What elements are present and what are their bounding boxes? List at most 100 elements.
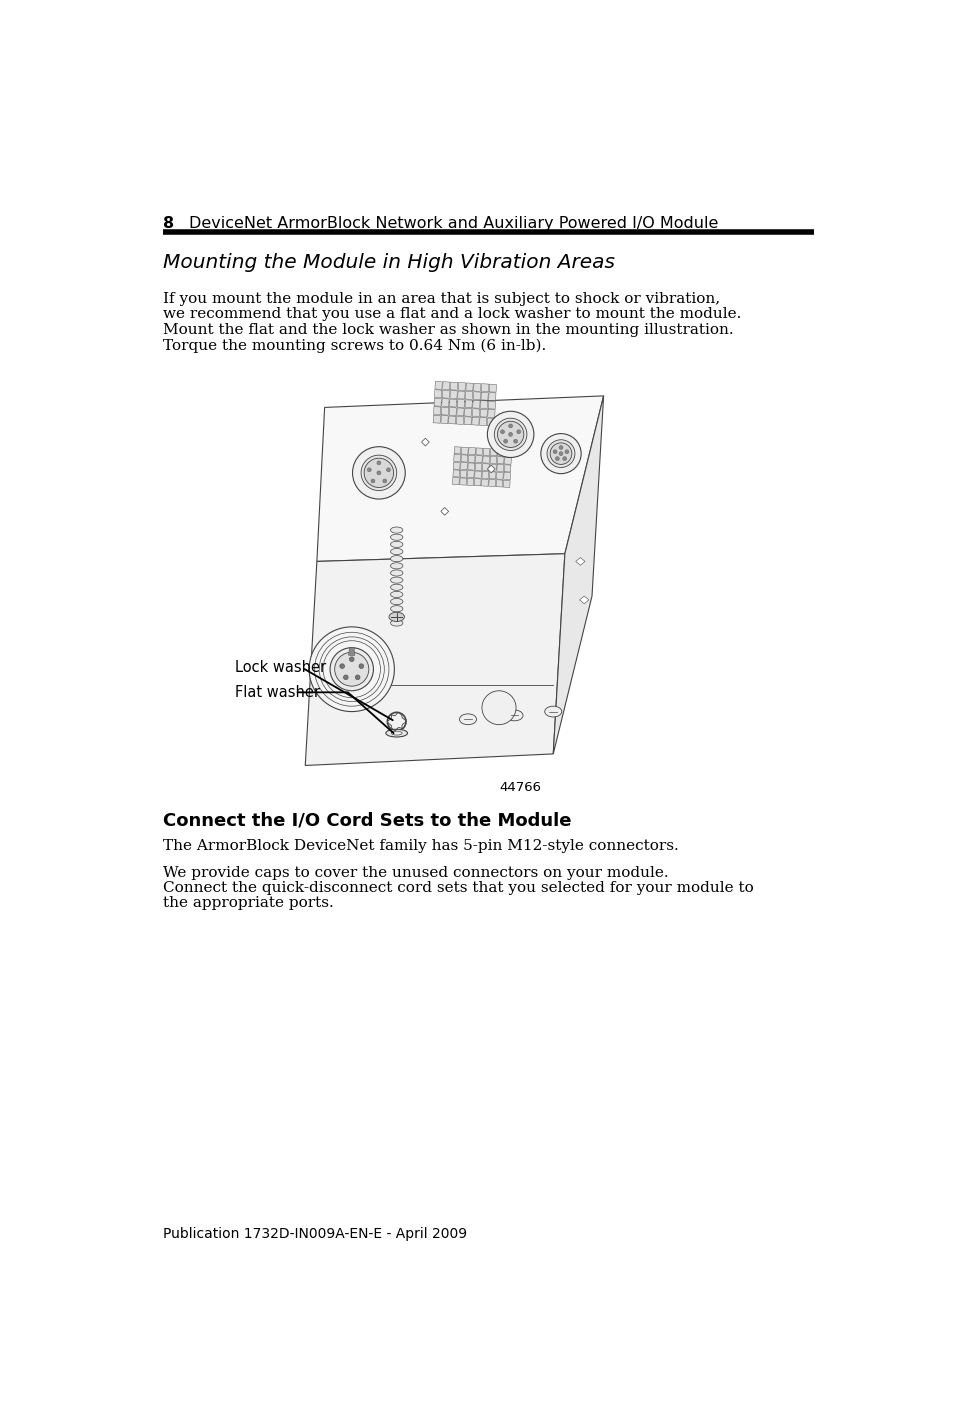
Ellipse shape: [390, 569, 402, 576]
Polygon shape: [456, 408, 464, 416]
Ellipse shape: [385, 730, 407, 737]
Polygon shape: [465, 382, 473, 391]
Polygon shape: [440, 508, 448, 515]
Circle shape: [508, 425, 512, 427]
Polygon shape: [503, 465, 511, 472]
Circle shape: [481, 690, 516, 724]
Ellipse shape: [390, 562, 402, 569]
Circle shape: [367, 468, 371, 471]
Polygon shape: [464, 408, 472, 416]
Circle shape: [335, 652, 369, 686]
Circle shape: [355, 675, 359, 679]
Polygon shape: [482, 464, 489, 471]
Polygon shape: [487, 409, 495, 418]
Polygon shape: [456, 399, 464, 408]
Polygon shape: [453, 463, 459, 470]
Polygon shape: [487, 465, 495, 472]
Polygon shape: [504, 457, 511, 464]
Ellipse shape: [390, 548, 402, 554]
Polygon shape: [479, 418, 486, 426]
Circle shape: [353, 447, 405, 499]
Circle shape: [349, 657, 354, 661]
Circle shape: [546, 440, 575, 467]
Polygon shape: [472, 418, 478, 425]
Polygon shape: [464, 399, 472, 408]
Polygon shape: [305, 554, 564, 765]
Ellipse shape: [391, 731, 402, 735]
Polygon shape: [503, 479, 510, 488]
Ellipse shape: [390, 534, 402, 540]
Polygon shape: [461, 447, 468, 454]
Polygon shape: [459, 478, 466, 485]
Polygon shape: [457, 382, 465, 391]
Text: the appropriate ports.: the appropriate ports.: [163, 897, 334, 910]
Circle shape: [517, 430, 520, 433]
Polygon shape: [496, 472, 503, 479]
Text: Connect the quick-disconnect cord sets that you selected for your module to: Connect the quick-disconnect cord sets t…: [163, 882, 754, 896]
Polygon shape: [440, 416, 448, 423]
Circle shape: [558, 451, 562, 456]
Polygon shape: [482, 456, 489, 463]
Polygon shape: [473, 384, 480, 391]
Circle shape: [508, 433, 512, 436]
Polygon shape: [481, 384, 488, 392]
Polygon shape: [441, 399, 449, 406]
Text: Mounting the Module in High Vibration Areas: Mounting the Module in High Vibration Ar…: [163, 253, 615, 273]
Polygon shape: [449, 399, 456, 408]
Circle shape: [513, 439, 517, 443]
Text: If you mount the module in an area that is subject to shock or vibration,: If you mount the module in an area that …: [163, 292, 720, 307]
Polygon shape: [474, 478, 480, 486]
Polygon shape: [457, 391, 464, 399]
Polygon shape: [497, 449, 504, 457]
Polygon shape: [442, 389, 449, 398]
Polygon shape: [465, 391, 473, 399]
Ellipse shape: [390, 606, 402, 612]
Ellipse shape: [390, 555, 402, 562]
Polygon shape: [441, 408, 448, 415]
Polygon shape: [460, 454, 467, 463]
Polygon shape: [504, 450, 511, 457]
Ellipse shape: [459, 714, 476, 724]
Text: The ArmorBlock DeviceNet family has 5-pin M12-style connectors.: The ArmorBlock DeviceNet family has 5-pi…: [163, 838, 679, 852]
Text: We provide caps to cover the unused connectors on your module.: We provide caps to cover the unused conn…: [163, 866, 668, 880]
Polygon shape: [553, 396, 603, 754]
Circle shape: [360, 456, 396, 491]
Ellipse shape: [505, 710, 522, 721]
Polygon shape: [468, 456, 475, 463]
Polygon shape: [490, 457, 497, 464]
Text: Lock washer: Lock washer: [235, 661, 326, 675]
Polygon shape: [434, 389, 441, 398]
Polygon shape: [316, 396, 603, 561]
Polygon shape: [489, 464, 496, 471]
Circle shape: [371, 479, 375, 482]
Polygon shape: [482, 449, 490, 456]
Ellipse shape: [390, 527, 402, 533]
Polygon shape: [467, 471, 474, 478]
Polygon shape: [488, 479, 496, 486]
Circle shape: [386, 468, 390, 471]
Circle shape: [376, 461, 380, 465]
Text: we recommend that you use a flat and a lock washer to mount the module.: we recommend that you use a flat and a l…: [163, 308, 741, 322]
Polygon shape: [448, 416, 456, 425]
Polygon shape: [421, 439, 429, 446]
Polygon shape: [487, 418, 495, 426]
Circle shape: [339, 664, 344, 668]
Ellipse shape: [390, 599, 402, 605]
Polygon shape: [575, 558, 584, 565]
Polygon shape: [488, 392, 496, 401]
Ellipse shape: [390, 541, 402, 547]
Polygon shape: [480, 392, 488, 401]
Ellipse shape: [389, 612, 404, 621]
Polygon shape: [579, 596, 588, 603]
Circle shape: [540, 433, 580, 474]
Polygon shape: [473, 401, 479, 408]
Ellipse shape: [390, 576, 402, 583]
Text: Mount the flat and the lock washer as shown in the mounting illustration.: Mount the flat and the lock washer as sh…: [163, 323, 733, 336]
Polygon shape: [450, 382, 457, 389]
Polygon shape: [490, 449, 497, 456]
Polygon shape: [488, 401, 495, 409]
Polygon shape: [497, 464, 503, 471]
Polygon shape: [503, 472, 510, 479]
Polygon shape: [433, 415, 440, 423]
Text: Connect the I/O Cord Sets to the Module: Connect the I/O Cord Sets to the Module: [163, 811, 572, 830]
